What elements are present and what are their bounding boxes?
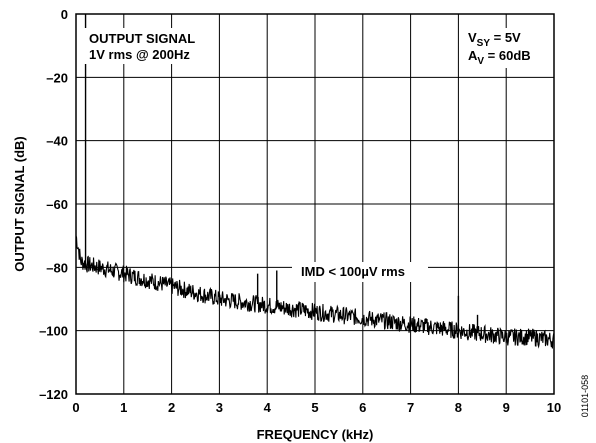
x-tick-labels: 0 1 2 3 4 5 6 7 8 9 10 bbox=[72, 400, 561, 415]
noise-floor bbox=[75, 235, 555, 349]
y-tick-label: –80 bbox=[46, 260, 68, 275]
y-tick-label: 0 bbox=[61, 7, 68, 22]
plot-frame bbox=[75, 13, 555, 395]
annotation-output-signal-bg bbox=[82, 28, 204, 64]
x-tick-label: 7 bbox=[407, 400, 414, 415]
x-tick-label: 2 bbox=[168, 400, 175, 415]
x-tick-label: 6 bbox=[359, 400, 366, 415]
annotation-conditions-bg bbox=[461, 28, 553, 68]
x-tick-label: 3 bbox=[216, 400, 223, 415]
noise-floor-trace bbox=[75, 235, 555, 349]
annotation-imd-bg bbox=[292, 262, 428, 282]
annotation-output-signal-line1: OUTPUT SIGNAL bbox=[89, 31, 195, 46]
x-tick-label: 5 bbox=[311, 400, 318, 415]
y-tick-label: –40 bbox=[46, 134, 68, 149]
x-tick-label: 1 bbox=[120, 400, 127, 415]
x-tick-label: 4 bbox=[264, 400, 272, 415]
figure-id: 01101-058 bbox=[580, 375, 590, 417]
y-axis-title: OUTPUT SIGNAL (dB) bbox=[12, 136, 27, 272]
y-tick-label: –60 bbox=[46, 197, 68, 212]
annotation-vsy: VSY = 5V bbox=[468, 30, 521, 49]
x-tick-label: 0 bbox=[72, 400, 79, 415]
y-tick-label: –20 bbox=[46, 70, 68, 85]
x-tick-label: 8 bbox=[455, 400, 462, 415]
y-tick-labels: 0 –20 –40 –60 –80 –100 –120 bbox=[39, 7, 68, 402]
y-tick-label: –120 bbox=[39, 387, 68, 402]
annotation-imd: IMD < 100µV rms bbox=[301, 264, 405, 279]
grid bbox=[76, 14, 554, 394]
annotation-av: AV = 60dB bbox=[468, 48, 531, 67]
annotation-output-signal-line2: 1V rms @ 200Hz bbox=[89, 47, 190, 62]
x-tick-label: 9 bbox=[503, 400, 510, 415]
x-tick-label: 10 bbox=[547, 400, 561, 415]
x-axis-title: FREQUENCY (kHz) bbox=[257, 427, 374, 442]
y-tick-label: –100 bbox=[39, 324, 68, 339]
